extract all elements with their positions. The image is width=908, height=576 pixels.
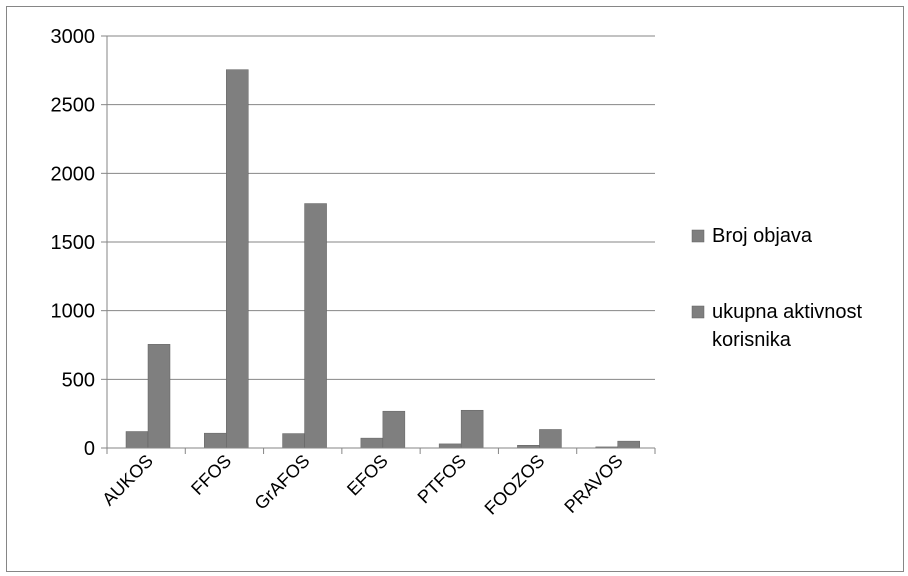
x-tick-label: EFOS [343,451,392,500]
x-tick-label: FOOZOS [481,451,549,519]
axes [106,36,656,454]
x-tick-label: FFOS [187,451,235,499]
bar [438,443,462,449]
bar [382,410,406,449]
bar [282,433,305,449]
y-tick-label: 0 [84,438,95,460]
legend-swatch [691,229,705,243]
x-tick-label: GrAFOS [251,451,314,514]
legend-label: Broj objava [712,225,813,247]
legend-swatch [691,305,705,319]
bar [460,409,484,449]
y-tick-label: 2000 [51,163,96,185]
y-tick-label: 3000 [51,26,96,48]
bar [147,344,171,449]
legend-label: korisnika [712,329,792,351]
legend: Broj objava ukupna aktivnost korisnika [691,225,863,351]
legend-label: ukupna aktivnost [712,301,863,323]
x-tick-label: PTFOS [414,451,471,508]
bar [617,440,640,449]
bar [304,203,327,449]
x-tick-label: PRAVOS [560,451,626,517]
bar [226,69,249,449]
bars [125,69,640,449]
bar [360,437,384,449]
y-tick-label: 500 [62,369,95,391]
bar [539,429,562,449]
x-axis-tick-labels: AUKOS FFOS GrAFOS EFOS PTFOS FOOZOS PRAVOS [98,451,626,519]
bar [204,432,227,449]
gridlines [101,35,655,449]
y-axis-tick-labels: 0 500 1000 1500 2000 2500 3000 [51,26,96,460]
y-tick-label: 1000 [51,301,96,323]
y-tick-label: 2500 [51,95,96,117]
bar [125,431,149,449]
chart-frame [6,6,904,572]
y-tick-label: 1500 [51,232,96,254]
x-tick-label: AUKOS [98,451,157,510]
